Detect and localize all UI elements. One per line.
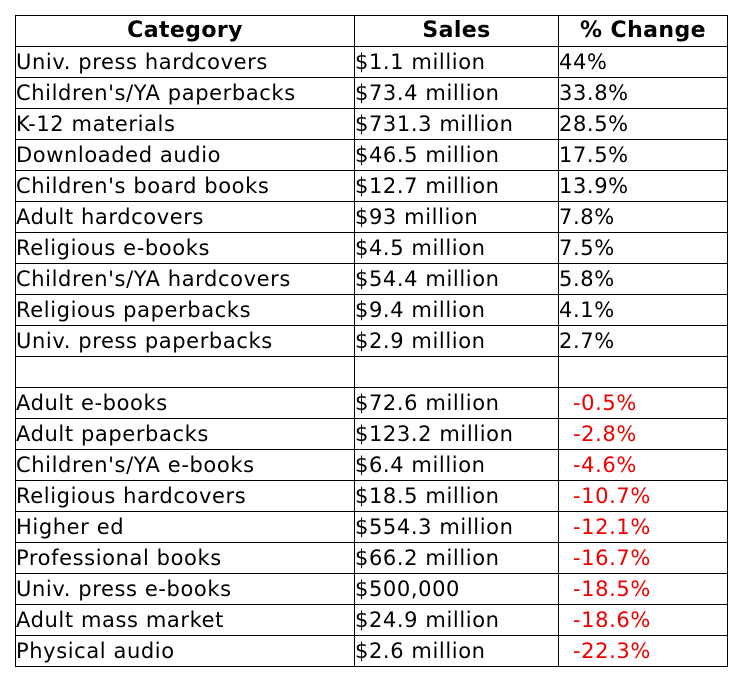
percent-change-cell: 2.7% [558, 325, 728, 357]
category-cell: Univ. press e-books [15, 573, 355, 605]
table-body: Univ. press hardcovers $1.1 million 44% Chi… [15, 46, 728, 667]
header-percent-change: % Change [558, 15, 728, 47]
sales-cell: $72.6 million [354, 387, 559, 419]
table-row: Physical audio $2.6 million -22.3% [15, 635, 728, 667]
table-row: Downloaded audio $46.5 million 17.5% [15, 139, 728, 171]
table-row: Children's/YA paperbacks $73.4 million 33.… [15, 77, 728, 109]
table-row: Adult e-books $72.6 million -0.5% [15, 387, 728, 419]
percent-change-cell: -10.7% [558, 480, 728, 512]
sales-cell: $66.2 million [354, 542, 559, 574]
category-cell: Univ. press paperbacks [15, 325, 355, 357]
percent-change-cell: -2.8% [558, 418, 728, 450]
table-row: Adult paperbacks $123.2 million -2.8% [15, 418, 728, 450]
category-cell: Adult e-books [15, 387, 355, 419]
percent-change-cell: -4.6% [558, 449, 728, 481]
percent-change-cell: 44% [558, 46, 728, 78]
category-cell: Religious e-books [15, 232, 355, 264]
percent-change-cell: -18.6% [558, 604, 728, 636]
sales-cell: $2.9 million [354, 325, 559, 357]
category-cell: Religious paperbacks [15, 294, 355, 326]
percent-change-cell: 5.8% [558, 263, 728, 295]
sales-cell: $24.9 million [354, 604, 559, 636]
percent-change-cell: -16.7% [558, 542, 728, 574]
category-cell: Adult mass market [15, 604, 355, 636]
table-row: K-12 materials $731.3 million 28.5% [15, 108, 728, 140]
sales-cell: $54.4 million [354, 263, 559, 295]
category-cell: Children's/YA paperbacks [15, 77, 355, 109]
percent-change-cell: 17.5% [558, 139, 728, 171]
sales-cell: $1.1 million [354, 46, 559, 78]
sales-cell: $46.5 million [354, 139, 559, 171]
category-cell: Children's board books [15, 170, 355, 202]
percent-change-cell: -0.5% [558, 387, 728, 419]
table-row: Religious hardcovers $18.5 million -10.7% [15, 480, 728, 512]
table-row: Univ. press hardcovers $1.1 million 44% [15, 46, 728, 78]
sales-cell: $6.4 million [354, 449, 559, 481]
category-cell: Physical audio [15, 635, 355, 667]
table-row: Univ. press paperbacks $2.9 million 2.7% [15, 325, 728, 357]
category-cell: Children's/YA hardcovers [15, 263, 355, 295]
percent-change-cell: 7.5% [558, 232, 728, 264]
sales-cell: $4.5 million [354, 232, 559, 264]
header-row: Category Sales % Change [15, 15, 728, 47]
table-row: Adult hardcovers $93 million 7.8% [15, 201, 728, 233]
table-row: Religious paperbacks $9.4 million 4.1% [15, 294, 728, 326]
sales-cell: $554.3 million [354, 511, 559, 543]
table-row: Professional books $66.2 million -16.7% [15, 542, 728, 574]
percent-change-cell: -12.1% [558, 511, 728, 543]
sales-cell: $73.4 million [354, 77, 559, 109]
sales-cell [354, 356, 559, 388]
table-row: Higher ed $554.3 million -12.1% [15, 511, 728, 543]
sales-cell: $9.4 million [354, 294, 559, 326]
category-cell: Univ. press hardcovers [15, 46, 355, 78]
table-row: Children's/YA e-books $6.4 million -4.6% [15, 449, 728, 481]
category-cell: K-12 materials [15, 108, 355, 140]
category-cell: Higher ed [15, 511, 355, 543]
category-cell [15, 356, 355, 388]
sales-cell: $731.3 million [354, 108, 559, 140]
percent-change-cell: 28.5% [558, 108, 728, 140]
category-cell: Downloaded audio [15, 139, 355, 171]
category-cell: Adult paperbacks [15, 418, 355, 450]
spacer-row [15, 356, 728, 388]
category-cell: Adult hardcovers [15, 201, 355, 233]
sales-cell: $2.6 million [354, 635, 559, 667]
sales-cell: $18.5 million [354, 480, 559, 512]
percent-change-cell: 33.8% [558, 77, 728, 109]
percent-change-cell: 7.8% [558, 201, 728, 233]
percent-change-cell [558, 356, 728, 388]
category-cell: Religious hardcovers [15, 480, 355, 512]
header-sales: Sales [354, 15, 559, 47]
sales-cell: $93 million [354, 201, 559, 233]
table-row: Children's/YA hardcovers $54.4 million 5.8… [15, 263, 728, 295]
category-cell: Professional books [15, 542, 355, 574]
sales-cell: $12.7 million [354, 170, 559, 202]
category-cell: Children's/YA e-books [15, 449, 355, 481]
percent-change-cell: 13.9% [558, 170, 728, 202]
header-category: Category [15, 15, 355, 47]
table-row: Adult mass market $24.9 million -18.6% [15, 604, 728, 636]
percent-change-cell: -22.3% [558, 635, 728, 667]
sales-change-table: Category Sales % Change Univ. press hard… [15, 15, 728, 667]
table-row: Religious e-books $4.5 million 7.5% [15, 232, 728, 264]
percent-change-cell: -18.5% [558, 573, 728, 605]
sales-cell: $123.2 million [354, 418, 559, 450]
table-row: Children's board books $12.7 million 13.9% [15, 170, 728, 202]
table-row: Univ. press e-books $500,000 -18.5% [15, 573, 728, 605]
percent-change-cell: 4.1% [558, 294, 728, 326]
sales-cell: $500,000 [354, 573, 559, 605]
